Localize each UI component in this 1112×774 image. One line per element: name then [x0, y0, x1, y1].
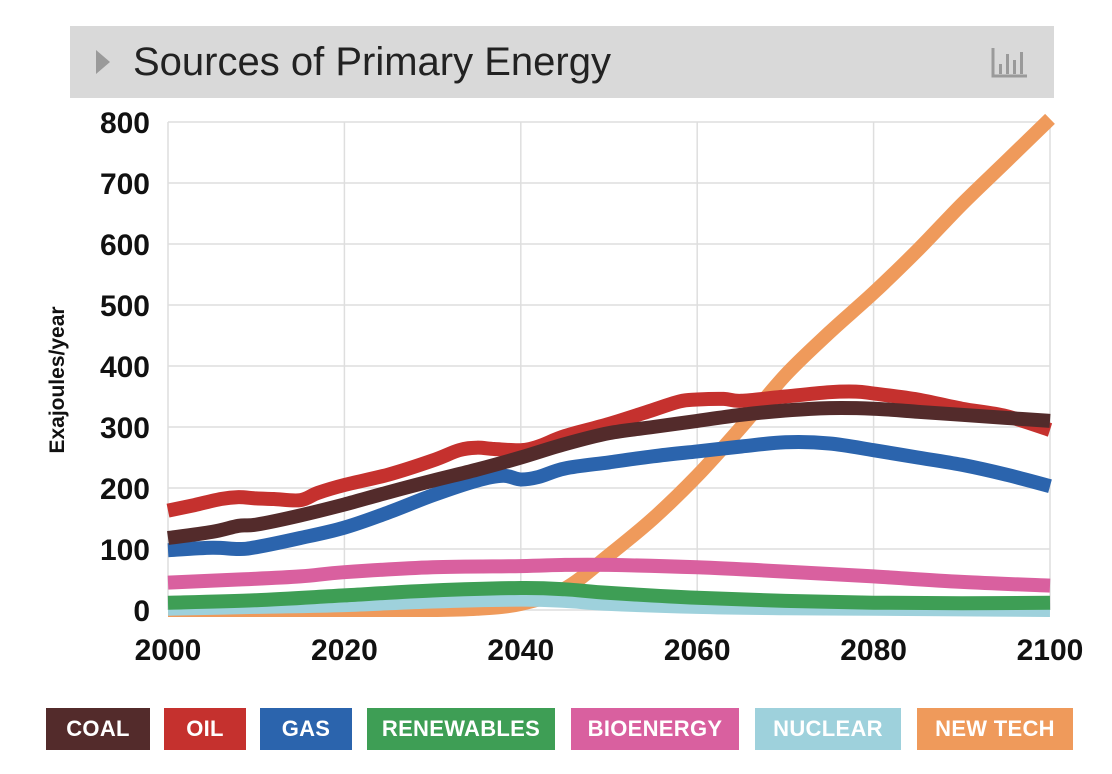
bar-chart-icon[interactable] — [990, 44, 1030, 80]
chart-title: Sources of Primary Energy — [133, 40, 611, 84]
series-line-renewables — [167, 580, 1051, 611]
y-tick-label: 200 — [100, 473, 150, 506]
legend-item-gas[interactable]: GAS — [260, 708, 352, 750]
y-tick-label: 600 — [100, 229, 150, 262]
series-line-new-tech — [168, 113, 1055, 618]
legend-item-oil[interactable]: OIL — [164, 708, 246, 750]
legend-item-renewables[interactable]: RENEWABLES — [367, 708, 555, 750]
y-tick-label: 500 — [100, 290, 150, 323]
legend-item-nuclear[interactable]: NUCLEAR — [755, 708, 901, 750]
y-tick-label: 100 — [100, 534, 150, 567]
y-tick-label: 0 — [133, 595, 150, 628]
chart-header: Sources of Primary Energy — [70, 26, 1054, 98]
series-line-coal — [167, 400, 1051, 545]
y-tick-label: 800 — [100, 107, 150, 140]
y-tick-label: 400 — [100, 351, 150, 384]
y-axis-label: Exajoules/year — [46, 306, 69, 454]
series-line-gas — [167, 435, 1052, 558]
x-tick-label: 2100 — [1017, 634, 1084, 667]
legend-item-coal[interactable]: COAL — [46, 708, 150, 750]
x-tick-label: 2080 — [840, 634, 907, 667]
line-chart: 0 100 200 300 400 500 600 700 800 2000 2020 2040 206… — [100, 107, 1084, 667]
legend-item-new-tech[interactable]: NEW TECH — [917, 708, 1073, 750]
triangle-right-icon[interactable] — [96, 50, 110, 74]
y-tick-label: 300 — [100, 412, 150, 445]
x-tick-label: 2020 — [311, 634, 378, 667]
y-tick-label: 700 — [100, 168, 150, 201]
legend-item-bioenergy[interactable]: BIOENERGY — [571, 708, 739, 750]
x-tick-label: 2040 — [487, 634, 554, 667]
x-tick-label: 2060 — [664, 634, 731, 667]
series-line-bioenergy — [167, 557, 1051, 593]
x-tick-label: 2000 — [135, 634, 202, 667]
